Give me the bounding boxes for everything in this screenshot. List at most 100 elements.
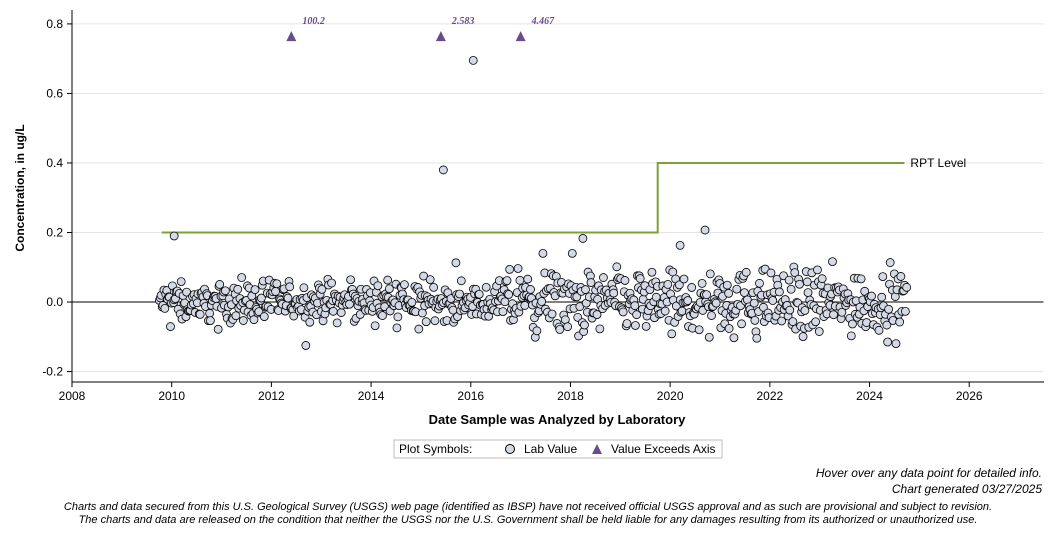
lab-value-point[interactable] bbox=[505, 264, 515, 274]
lab-value-point[interactable] bbox=[586, 278, 596, 287]
lab-value-point[interactable] bbox=[271, 287, 280, 296]
lab-value-point[interactable] bbox=[238, 316, 248, 325]
lab-value-point[interactable] bbox=[813, 265, 822, 275]
lab-value-point[interactable] bbox=[828, 257, 837, 267]
lab-value-point[interactable] bbox=[878, 272, 888, 282]
lab-value-point[interactable] bbox=[328, 306, 338, 316]
lab-value-point[interactable] bbox=[254, 307, 264, 317]
lab-value-point[interactable] bbox=[532, 326, 542, 336]
lab-value-point[interactable] bbox=[205, 308, 215, 318]
lab-value-point[interactable] bbox=[581, 285, 590, 294]
lab-value-point[interactable] bbox=[289, 311, 299, 321]
lab-value-point[interactable] bbox=[704, 332, 714, 342]
lab-value-point[interactable] bbox=[384, 284, 394, 294]
lab-value-point[interactable] bbox=[729, 333, 739, 343]
lab-value-point[interactable] bbox=[455, 289, 464, 299]
lab-value-point[interactable] bbox=[250, 285, 260, 295]
lab-value-point[interactable] bbox=[677, 306, 687, 316]
lab-value-point[interactable] bbox=[327, 278, 336, 288]
lab-value-point[interactable] bbox=[221, 286, 230, 296]
lab-value-point[interactable] bbox=[766, 268, 776, 278]
lab-value-point[interactable] bbox=[233, 284, 243, 294]
lab-value-point[interactable] bbox=[874, 325, 884, 335]
exceeds-axis-marker[interactable] bbox=[286, 31, 297, 42]
lab-value-point[interactable] bbox=[877, 292, 887, 302]
lab-value-point[interactable] bbox=[891, 339, 901, 349]
lab-value-point[interactable] bbox=[860, 286, 870, 296]
lab-value-point[interactable] bbox=[400, 280, 409, 289]
lab-value-point[interactable] bbox=[675, 240, 685, 250]
lab-value-point[interactable] bbox=[622, 319, 632, 328]
lab-value-point[interactable] bbox=[774, 287, 784, 297]
lab-value-point[interactable] bbox=[370, 321, 380, 331]
lab-value-point[interactable] bbox=[523, 274, 533, 284]
lab-value-point[interactable] bbox=[856, 274, 866, 284]
lab-value-point[interactable] bbox=[283, 293, 293, 303]
lab-value-point[interactable] bbox=[515, 275, 525, 285]
lab-value-point[interactable] bbox=[679, 274, 689, 284]
lab-value-point[interactable] bbox=[609, 288, 619, 298]
lab-value-point[interactable] bbox=[537, 297, 547, 306]
lab-value-point[interactable] bbox=[612, 262, 622, 272]
lab-value-point[interactable] bbox=[884, 304, 894, 314]
lab-value-point[interactable] bbox=[502, 276, 512, 285]
lab-value-point[interactable] bbox=[711, 298, 721, 308]
lab-value-point[interactable] bbox=[702, 290, 711, 300]
lab-value-point[interactable] bbox=[700, 225, 710, 235]
lab-value-point[interactable] bbox=[195, 309, 205, 319]
lab-value-point[interactable] bbox=[749, 298, 759, 308]
lab-value-point[interactable] bbox=[630, 301, 640, 311]
lab-value-point[interactable] bbox=[513, 264, 523, 273]
lab-value-point[interactable] bbox=[694, 325, 704, 335]
lab-value-point[interactable] bbox=[848, 319, 857, 329]
lab-value-point[interactable] bbox=[798, 332, 808, 342]
lab-value-point[interactable] bbox=[215, 280, 225, 289]
lab-value-point[interactable] bbox=[737, 319, 746, 329]
lab-value-point[interactable] bbox=[674, 280, 684, 290]
lab-value-point[interactable] bbox=[883, 337, 893, 347]
lab-value-point[interactable] bbox=[555, 325, 565, 334]
lab-value-point[interactable] bbox=[707, 311, 716, 320]
lab-value-point[interactable] bbox=[724, 324, 734, 333]
lab-value-point[interactable] bbox=[299, 283, 309, 293]
lab-value-point[interactable] bbox=[697, 279, 707, 288]
lab-value-point[interactable] bbox=[785, 305, 795, 315]
lab-value-point[interactable] bbox=[176, 277, 186, 287]
lab-value-point[interactable] bbox=[660, 306, 670, 316]
lab-value-point[interactable] bbox=[895, 317, 905, 327]
exceeds-axis-markers[interactable]: 100.2 2.583 4.467 bbox=[286, 16, 555, 42]
lab-value-point[interactable] bbox=[259, 312, 269, 321]
lab-value-point[interactable] bbox=[683, 296, 693, 305]
lab-value-point[interactable] bbox=[481, 282, 491, 292]
lab-value-point[interactable] bbox=[392, 323, 402, 333]
lab-value-point[interactable] bbox=[378, 311, 387, 320]
lab-value-point[interactable] bbox=[790, 268, 800, 278]
lab-value-point[interactable] bbox=[425, 275, 435, 285]
lab-value-point[interactable] bbox=[414, 324, 424, 334]
lab-value-point[interactable] bbox=[632, 310, 642, 320]
lab-value-point[interactable] bbox=[456, 276, 466, 286]
lab-value-point[interactable] bbox=[578, 234, 588, 243]
lab-value-point[interactable] bbox=[336, 308, 346, 317]
lab-value-point[interactable] bbox=[520, 301, 530, 310]
lab-value-point[interactable] bbox=[618, 307, 628, 317]
lab-value-point[interactable] bbox=[305, 317, 315, 327]
lab-value-point[interactable] bbox=[647, 267, 657, 277]
lab-value-point[interactable] bbox=[421, 317, 431, 327]
lab-value-point[interactable] bbox=[468, 56, 478, 65]
lab-value-point[interactable] bbox=[595, 324, 605, 334]
lab-value-point[interactable] bbox=[795, 279, 804, 289]
lab-value-point[interactable] bbox=[504, 290, 514, 299]
lab-value-point[interactable] bbox=[814, 327, 824, 336]
lab-value-point[interactable] bbox=[741, 267, 751, 277]
lab-value-point[interactable] bbox=[784, 275, 794, 285]
lab-value-point[interactable] bbox=[837, 307, 847, 317]
lab-value-point[interactable] bbox=[474, 289, 484, 299]
lab-value-point[interactable] bbox=[867, 291, 876, 301]
lab-value-point[interactable] bbox=[249, 315, 259, 325]
lab-value-point[interactable] bbox=[407, 297, 417, 307]
lab-value-point[interactable] bbox=[169, 231, 179, 241]
lab-value-point[interactable] bbox=[317, 284, 327, 294]
lab-value-point[interactable] bbox=[641, 321, 651, 331]
lab-value-point[interactable] bbox=[885, 258, 895, 267]
